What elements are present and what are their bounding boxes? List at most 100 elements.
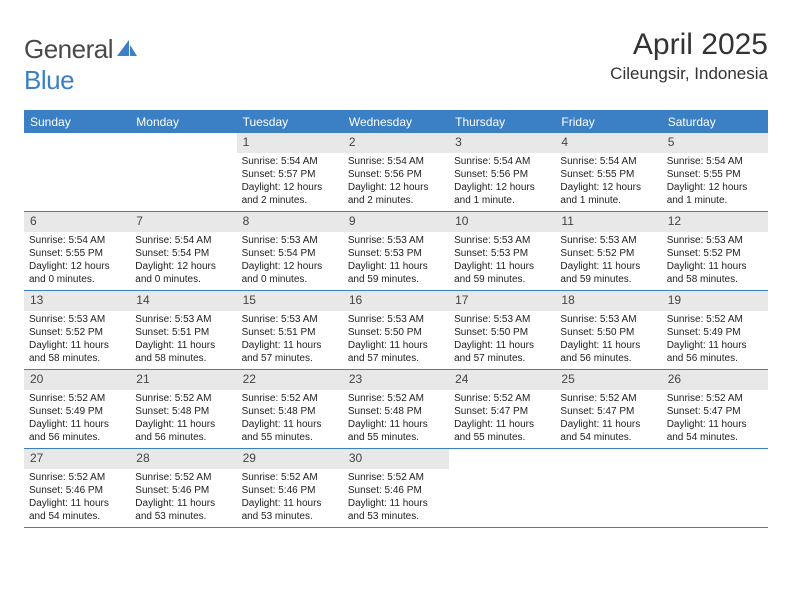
logo-text-blue: Blue <box>24 65 74 95</box>
sunset-line: Sunset: 5:52 PM <box>560 247 656 260</box>
day-number: 17 <box>449 291 555 311</box>
sunrise-line: Sunrise: 5:52 AM <box>135 471 231 484</box>
daylight-line: Daylight: 12 hours and 2 minutes. <box>242 181 338 207</box>
day-body: Sunrise: 5:53 AMSunset: 5:51 PMDaylight:… <box>130 311 236 369</box>
day-number: 27 <box>24 449 130 469</box>
day-cell: 21Sunrise: 5:52 AMSunset: 5:48 PMDayligh… <box>130 370 236 448</box>
day-number: 5 <box>662 133 768 153</box>
daylight-line: Daylight: 11 hours and 58 minutes. <box>135 339 231 365</box>
day-body: Sunrise: 5:52 AMSunset: 5:48 PMDaylight:… <box>130 390 236 448</box>
day-cell: 5Sunrise: 5:54 AMSunset: 5:55 PMDaylight… <box>662 133 768 211</box>
day-body: Sunrise: 5:53 AMSunset: 5:52 PMDaylight:… <box>662 232 768 290</box>
day-body: Sunrise: 5:54 AMSunset: 5:57 PMDaylight:… <box>237 153 343 211</box>
daylight-line: Daylight: 12 hours and 0 minutes. <box>135 260 231 286</box>
day-body: Sunrise: 5:52 AMSunset: 5:47 PMDaylight:… <box>555 390 661 448</box>
weekday-header: Saturday <box>662 111 768 133</box>
weekday-row: SundayMondayTuesdayWednesdayThursdayFrid… <box>24 111 768 133</box>
sunrise-line: Sunrise: 5:52 AM <box>667 313 763 326</box>
day-number: 18 <box>555 291 661 311</box>
day-body: Sunrise: 5:54 AMSunset: 5:55 PMDaylight:… <box>24 232 130 290</box>
sunrise-line: Sunrise: 5:53 AM <box>135 313 231 326</box>
day-cell: 18Sunrise: 5:53 AMSunset: 5:50 PMDayligh… <box>555 291 661 369</box>
day-cell: 30Sunrise: 5:52 AMSunset: 5:46 PMDayligh… <box>343 449 449 527</box>
sunset-line: Sunset: 5:49 PM <box>29 405 125 418</box>
sunset-line: Sunset: 5:48 PM <box>242 405 338 418</box>
weekday-header: Friday <box>555 111 661 133</box>
day-number: 4 <box>555 133 661 153</box>
sunrise-line: Sunrise: 5:53 AM <box>454 234 550 247</box>
sunrise-line: Sunrise: 5:52 AM <box>560 392 656 405</box>
day-body: Sunrise: 5:54 AMSunset: 5:56 PMDaylight:… <box>449 153 555 211</box>
daylight-line: Daylight: 11 hours and 58 minutes. <box>29 339 125 365</box>
title-block: April 2025 Cileungsir, Indonesia <box>610 28 768 84</box>
sunset-line: Sunset: 5:47 PM <box>560 405 656 418</box>
day-body: Sunrise: 5:54 AMSunset: 5:55 PMDaylight:… <box>555 153 661 211</box>
sunrise-line: Sunrise: 5:54 AM <box>348 155 444 168</box>
day-body: Sunrise: 5:54 AMSunset: 5:55 PMDaylight:… <box>662 153 768 211</box>
day-body: Sunrise: 5:52 AMSunset: 5:48 PMDaylight:… <box>237 390 343 448</box>
day-cell: 16Sunrise: 5:53 AMSunset: 5:50 PMDayligh… <box>343 291 449 369</box>
weekday-header: Thursday <box>449 111 555 133</box>
sunrise-line: Sunrise: 5:53 AM <box>560 313 656 326</box>
day-cell: 2Sunrise: 5:54 AMSunset: 5:56 PMDaylight… <box>343 133 449 211</box>
day-cell: 11Sunrise: 5:53 AMSunset: 5:52 PMDayligh… <box>555 212 661 290</box>
day-body: Sunrise: 5:52 AMSunset: 5:46 PMDaylight:… <box>130 469 236 527</box>
week-row: 1Sunrise: 5:54 AMSunset: 5:57 PMDaylight… <box>24 133 768 212</box>
daylight-line: Daylight: 11 hours and 54 minutes. <box>29 497 125 523</box>
sunrise-line: Sunrise: 5:53 AM <box>242 234 338 247</box>
day-cell: 20Sunrise: 5:52 AMSunset: 5:49 PMDayligh… <box>24 370 130 448</box>
day-number: 11 <box>555 212 661 232</box>
day-cell: 6Sunrise: 5:54 AMSunset: 5:55 PMDaylight… <box>24 212 130 290</box>
day-number: 30 <box>343 449 449 469</box>
sunrise-line: Sunrise: 5:53 AM <box>29 313 125 326</box>
day-cell: 15Sunrise: 5:53 AMSunset: 5:51 PMDayligh… <box>237 291 343 369</box>
weekday-header: Tuesday <box>237 111 343 133</box>
logo-sail-icon <box>115 34 139 65</box>
day-cell: 26Sunrise: 5:52 AMSunset: 5:47 PMDayligh… <box>662 370 768 448</box>
logo-text: GeneralBlue <box>24 34 139 96</box>
calendar-body: 1Sunrise: 5:54 AMSunset: 5:57 PMDaylight… <box>24 133 768 528</box>
day-body: Sunrise: 5:54 AMSunset: 5:54 PMDaylight:… <box>130 232 236 290</box>
daylight-line: Daylight: 11 hours and 59 minutes. <box>560 260 656 286</box>
day-cell: 8Sunrise: 5:53 AMSunset: 5:54 PMDaylight… <box>237 212 343 290</box>
week-row: 20Sunrise: 5:52 AMSunset: 5:49 PMDayligh… <box>24 370 768 449</box>
empty-cell <box>130 133 236 211</box>
day-cell: 17Sunrise: 5:53 AMSunset: 5:50 PMDayligh… <box>449 291 555 369</box>
day-cell: 9Sunrise: 5:53 AMSunset: 5:53 PMDaylight… <box>343 212 449 290</box>
empty-cell <box>662 449 768 527</box>
daylight-line: Daylight: 11 hours and 57 minutes. <box>454 339 550 365</box>
day-body: Sunrise: 5:53 AMSunset: 5:53 PMDaylight:… <box>449 232 555 290</box>
day-number: 22 <box>237 370 343 390</box>
header: GeneralBlue April 2025 Cileungsir, Indon… <box>24 28 768 96</box>
day-body: Sunrise: 5:53 AMSunset: 5:50 PMDaylight:… <box>555 311 661 369</box>
day-body: Sunrise: 5:53 AMSunset: 5:50 PMDaylight:… <box>343 311 449 369</box>
daylight-line: Daylight: 12 hours and 1 minute. <box>667 181 763 207</box>
daylight-line: Daylight: 11 hours and 56 minutes. <box>135 418 231 444</box>
day-number: 24 <box>449 370 555 390</box>
day-number: 29 <box>237 449 343 469</box>
day-cell: 29Sunrise: 5:52 AMSunset: 5:46 PMDayligh… <box>237 449 343 527</box>
sunset-line: Sunset: 5:50 PM <box>560 326 656 339</box>
daylight-line: Daylight: 12 hours and 2 minutes. <box>348 181 444 207</box>
daylight-line: Daylight: 11 hours and 58 minutes. <box>667 260 763 286</box>
day-cell: 3Sunrise: 5:54 AMSunset: 5:56 PMDaylight… <box>449 133 555 211</box>
daylight-line: Daylight: 11 hours and 54 minutes. <box>667 418 763 444</box>
daylight-line: Daylight: 12 hours and 0 minutes. <box>242 260 338 286</box>
day-body: Sunrise: 5:53 AMSunset: 5:52 PMDaylight:… <box>555 232 661 290</box>
sunrise-line: Sunrise: 5:53 AM <box>242 313 338 326</box>
sunrise-line: Sunrise: 5:52 AM <box>348 471 444 484</box>
day-cell: 1Sunrise: 5:54 AMSunset: 5:57 PMDaylight… <box>237 133 343 211</box>
sunrise-line: Sunrise: 5:53 AM <box>667 234 763 247</box>
daylight-line: Daylight: 11 hours and 55 minutes. <box>242 418 338 444</box>
day-number: 28 <box>130 449 236 469</box>
sunset-line: Sunset: 5:56 PM <box>348 168 444 181</box>
sunset-line: Sunset: 5:47 PM <box>667 405 763 418</box>
day-cell: 12Sunrise: 5:53 AMSunset: 5:52 PMDayligh… <box>662 212 768 290</box>
daylight-line: Daylight: 12 hours and 1 minute. <box>454 181 550 207</box>
sunset-line: Sunset: 5:51 PM <box>135 326 231 339</box>
sunrise-line: Sunrise: 5:52 AM <box>29 392 125 405</box>
sunset-line: Sunset: 5:52 PM <box>29 326 125 339</box>
day-cell: 19Sunrise: 5:52 AMSunset: 5:49 PMDayligh… <box>662 291 768 369</box>
day-number: 13 <box>24 291 130 311</box>
week-row: 13Sunrise: 5:53 AMSunset: 5:52 PMDayligh… <box>24 291 768 370</box>
